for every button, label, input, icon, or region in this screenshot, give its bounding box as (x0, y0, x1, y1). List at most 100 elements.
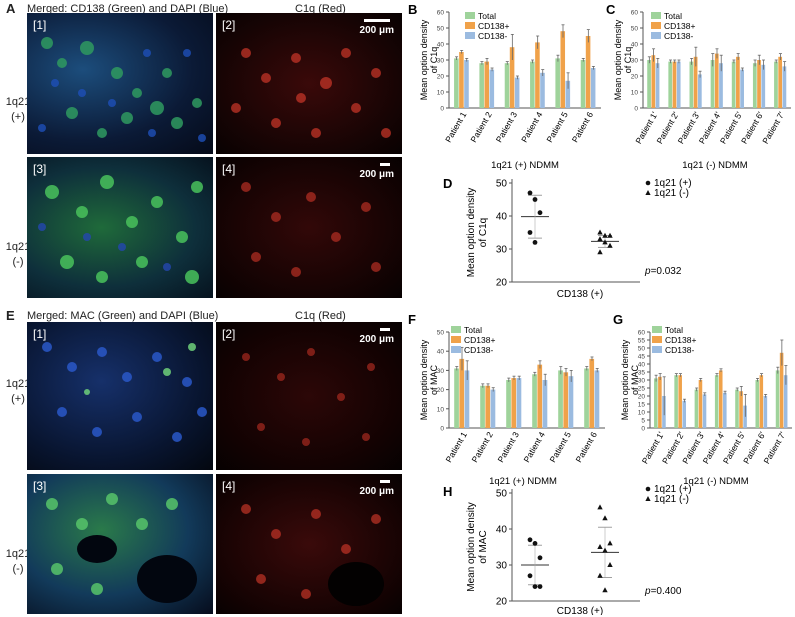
scale-bar-label: 200 μm (359, 334, 394, 345)
panel-letter-D: D (443, 176, 452, 191)
row-label-text: 1q21 (5, 378, 31, 390)
y-axis-label-line1: Mean option density (466, 188, 477, 278)
micrograph-cells (38, 37, 206, 142)
micrograph-E2-red: [2] 200 μm (216, 322, 402, 470)
y-axis-label-line1: Mean option density (419, 19, 429, 100)
scale-bar (380, 328, 390, 331)
legend-label: Total (464, 325, 482, 335)
bar-cd138 (565, 80, 571, 108)
y-axis-label-line1: Mean option density (613, 19, 623, 100)
tile-tag: [3] (33, 479, 47, 493)
panel-A-red-title: C1q (Red) (295, 3, 346, 15)
y-tick-label: 0 (634, 106, 638, 113)
bar-total (580, 60, 586, 108)
bar-cd138 (736, 56, 740, 108)
data-point-triangle (607, 562, 613, 567)
legend-label: CD138- (665, 345, 694, 355)
data-point-triangle (602, 587, 608, 593)
panel-letter-C: C (606, 2, 616, 17)
x-tick-label: Patient 1 (443, 430, 469, 464)
bar-cd138 (651, 55, 656, 108)
data-point-circle (532, 584, 538, 589)
y-tick-label: 10 (631, 90, 639, 97)
row-label-text: (+) (11, 111, 25, 123)
bar-cd138 (490, 389, 496, 428)
legend-swatch (651, 22, 661, 29)
bar-total (654, 378, 658, 428)
bar-total (710, 60, 715, 108)
bar-cd138 (698, 380, 703, 428)
bar-cd138 (761, 64, 766, 108)
y-tick-label: 20 (638, 394, 646, 401)
bar-cd138 (778, 56, 783, 108)
x-tick-label: Patient 6 (570, 110, 596, 144)
bar-cd138 (783, 375, 788, 428)
bar-total (532, 374, 537, 428)
row-label-text: (+) (11, 393, 25, 405)
legend-label: CD138- (464, 345, 493, 355)
bar-cd138 (779, 352, 784, 428)
y-tick-label: 30 (496, 561, 508, 572)
bar-total (506, 380, 511, 428)
y-tick-label: 60 (638, 330, 646, 337)
data-point-triangle (597, 544, 603, 549)
chart-B: B 0 10 20 30 40 50 60 Mean option density of C1q P… (408, 2, 601, 171)
bar-cd138 (489, 69, 495, 108)
legend-marker-circle (645, 180, 651, 186)
data-point-triangle (602, 515, 608, 521)
data-point-triangle (607, 540, 613, 546)
y-tick-label: 5 (641, 418, 645, 425)
x-tick-label: Patient 3 (495, 430, 521, 464)
x-axis-label: 1q21 (-) NDMM (682, 160, 748, 171)
legend-marker-triangle (645, 496, 651, 501)
bar-total (530, 61, 535, 108)
x-tick-label: Patient 2 (468, 110, 494, 144)
data-point-circle (537, 584, 543, 589)
bar-cd138 (723, 392, 727, 428)
legend-marker-triangle (645, 190, 651, 195)
micrograph-A4-red: [4] 200 μm (216, 157, 402, 298)
y-tick-label: 25 (638, 386, 646, 393)
y-tick-label: 30 (496, 245, 508, 256)
p-symbol: p (644, 266, 651, 277)
scale-bar-label: 200 μm (359, 169, 394, 180)
data-point-triangle (597, 229, 603, 235)
bar-cd138 (484, 61, 490, 108)
scale-bar (364, 19, 390, 22)
legend-swatch (465, 22, 475, 29)
bar-total (694, 389, 699, 428)
legend-swatch (652, 346, 662, 353)
data-point-triangle (597, 504, 603, 510)
y-tick-label: 0 (641, 426, 645, 433)
bar-cd138 (509, 47, 515, 108)
bar-cd138 (542, 380, 548, 428)
legend-label: CD138+ (665, 335, 696, 345)
tile-tag: [1] (33, 18, 47, 32)
y-tick-label: 50 (638, 346, 646, 353)
y-tick-label: 35 (638, 370, 646, 377)
data-point-triangle (602, 232, 608, 238)
bar-total (504, 63, 510, 108)
row-label-1q21-pos-E: 1q21 (+) (0, 377, 38, 407)
chart-F: F 0 10 20 30 40 50 Mean option density of MAC Pat… (408, 312, 605, 487)
legend-swatch (465, 32, 475, 39)
x-tick-label: Patient 6 (573, 430, 599, 464)
panel-letter-G: G (613, 312, 623, 327)
y-tick-label: 50 (496, 489, 508, 500)
legend-swatch (651, 12, 661, 19)
data-point-triangle (602, 547, 608, 553)
bar-cd138 (718, 370, 723, 428)
y-tick-label: 20 (437, 387, 445, 394)
bar-total (714, 375, 719, 428)
bar-cd138 (511, 378, 517, 428)
x-axis-label: 1q21 (+) NDMM (491, 160, 559, 171)
p-value: =0.400 (651, 586, 682, 597)
micrograph-cells (38, 175, 203, 284)
bar-cd138 (739, 391, 743, 428)
bar-total (752, 63, 757, 108)
x-tick-label: Patient 3 (494, 110, 520, 144)
data-point-circle (537, 555, 543, 561)
micrograph-cells (241, 504, 384, 606)
micrograph-A1-merged: [1] (27, 13, 213, 154)
